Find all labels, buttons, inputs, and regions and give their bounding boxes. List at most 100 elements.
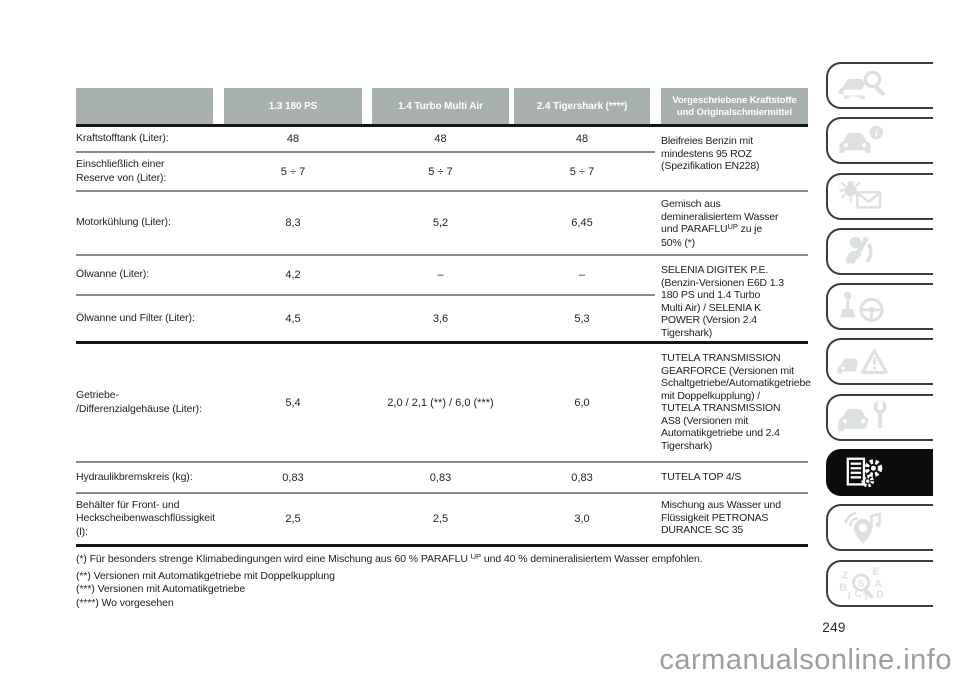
- row-value: 5 ÷ 7: [428, 165, 453, 178]
- sidebar-tab-starting-driving[interactable]: [826, 283, 933, 331]
- table-row: Motorkühlung (Liter): 8,3 5,2 6,45: [76, 192, 808, 254]
- car-info-icon: i: [839, 125, 883, 153]
- spec-sheet-gears-icon: [846, 457, 883, 487]
- sidebar-tab-technical-data[interactable]: [826, 449, 933, 497]
- row-value: 0,83: [571, 471, 593, 484]
- svg-text:B: B: [839, 583, 847, 594]
- superscript-up: UP: [727, 221, 738, 231]
- table-header-engine-2: 1.4 Turbo Multi Air: [372, 88, 509, 125]
- watermark: carmanualsonline.info: [659, 644, 952, 676]
- divider-thin: [76, 190, 808, 192]
- row-label: Behälter für Front- und Heckscheibenwasc…: [76, 498, 216, 538]
- table-row: Behälter für Front- und Heckscheibenwasc…: [76, 494, 808, 544]
- table-header-engine-1: 1.3 180 PS: [224, 88, 362, 125]
- table-header-empty: [76, 88, 213, 125]
- row-value: 5,3: [574, 312, 590, 325]
- seatbelt-person-icon: [845, 236, 873, 265]
- row-label: Ölwanne (Liter):: [76, 268, 150, 281]
- row-value: 48: [286, 133, 300, 145]
- sidebar-tab-vehicle-overview[interactable]: [826, 62, 933, 109]
- row-label: Getriebe- /Differenzialgehäuse (Liter):: [76, 389, 202, 415]
- table-row: Einschließlich einer Reserve von (Liter)…: [76, 153, 808, 190]
- superscript-up: UP: [470, 551, 482, 561]
- svg-text:I: I: [848, 591, 851, 602]
- table-header-engine-3: 2.4 Tigershark (****): [514, 88, 650, 125]
- svg-text:D: D: [876, 589, 884, 600]
- page-number: 249: [822, 620, 846, 635]
- row-value: 2,5: [285, 513, 301, 525]
- fluids-capacities-table: 1.3 180 PS 1.4 Turbo Multi Air 2.4 Tiger…: [76, 88, 816, 648]
- svg-text:T: T: [863, 592, 870, 602]
- row-value: 6,0: [574, 396, 590, 409]
- row-value: 6,45: [571, 217, 593, 229]
- row-value: 48: [575, 133, 589, 145]
- divider-thick: [76, 124, 808, 127]
- note-brake-fluid: TUTELA TOP 4/S: [661, 471, 742, 484]
- note-fuel: Bleifreies Benzin mit mindestens 95 ROZ …: [661, 135, 760, 172]
- footnote-2: (**) Versionen mit Automatikgetriebe mit…: [76, 570, 335, 583]
- sidebar-tab-warning-lights-messages[interactable]: [826, 172, 933, 220]
- row-value: 2,5: [432, 513, 449, 525]
- row-value: 8,3: [285, 217, 301, 229]
- table-row: Hydraulikbremskreis (kg): 0,83 0,83 0,83: [76, 463, 808, 492]
- row-value: –: [437, 269, 444, 281]
- svg-text:E: E: [873, 567, 880, 578]
- sidebar-tab-emergency[interactable]: [826, 338, 933, 386]
- divider-thick: [76, 544, 808, 547]
- sidebar-tab-alphabetical-index[interactable]: Z E B A I C T D S: [826, 559, 933, 607]
- row-value: 5 ÷ 7: [280, 165, 306, 178]
- table-row: Getriebe- /Differenzialgehäuse (Liter): …: [76, 344, 808, 461]
- row-label: Einschließlich einer Reserve von (Liter)…: [76, 158, 167, 184]
- divider-thin: [76, 254, 808, 256]
- footnote-1: (*) Für besonders strenge Klimabedingung…: [76, 551, 703, 566]
- row-value: 3,0: [574, 513, 590, 525]
- row-label: Motorkühlung (Liter):: [76, 216, 171, 229]
- svg-text:S: S: [858, 578, 864, 589]
- gearshift-steering-icon: [840, 291, 884, 322]
- svg-text:C: C: [854, 588, 862, 599]
- sidebar-tab-maintenance[interactable]: [826, 393, 933, 441]
- car-wrench-icon: [838, 400, 887, 432]
- row-label: Ölwanne und Filter (Liter):: [76, 311, 195, 324]
- divider-thin: [76, 151, 655, 153]
- footnote-4: (****) Wo vorgesehen: [76, 596, 174, 609]
- row-value: 2,0 / 2,1 (**) / 6,0 (***): [387, 396, 494, 409]
- table-row: Kraftstofftank (Liter): 48 48 48: [76, 127, 808, 151]
- car-warning-triangle-icon: [837, 349, 888, 374]
- row-value: 48: [434, 133, 447, 145]
- footnotes: (*) Für besonders strenge Klimabedingung…: [76, 551, 821, 610]
- row-value: 0,83: [282, 471, 304, 484]
- car-search-icon: [838, 70, 886, 99]
- svg-text:i: i: [875, 128, 879, 139]
- sidebar-tab-dashboard-info[interactable]: i: [826, 117, 933, 165]
- svg-text:A: A: [874, 579, 882, 590]
- row-value: –: [578, 269, 586, 281]
- divider-thick: [76, 341, 808, 344]
- divider-thin: [76, 492, 808, 494]
- row-value: 4,5: [285, 312, 301, 325]
- sidebar-tab-multimedia[interactable]: [826, 504, 933, 552]
- table-row: Ölwanne und Filter (Liter): 4,5 3,6 5,3: [76, 296, 808, 341]
- note-engine-oil: SELENIA DIGITEK P.E. (Benzin-Versionen E…: [661, 264, 784, 339]
- letters-magnifier-icon: Z E B A I C T D S: [839, 567, 884, 603]
- divider-thin: [76, 294, 655, 296]
- chapter-tab-sidebar: i: [826, 62, 933, 615]
- row-value: 5,2: [432, 217, 449, 229]
- music-waves-icon: [844, 511, 881, 545]
- note-coolant: Gemisch aus demineralisiertem Wasser und…: [661, 198, 779, 249]
- row-value: 3,6: [432, 312, 449, 325]
- svg-text:Z: Z: [842, 570, 849, 581]
- row-label: Hydraulikbremskreis (kg):: [76, 470, 193, 483]
- row-value: 0,83: [429, 471, 452, 484]
- note-washer-fluid: Mischung aus Wasser und Flüssigkeit PETR…: [661, 499, 781, 536]
- row-value: 5 ÷ 7: [569, 165, 595, 178]
- row-value: 5,4: [285, 396, 301, 409]
- sidebar-tab-safety[interactable]: [826, 227, 933, 275]
- row-value: 4,2: [285, 269, 301, 281]
- table-row: Ölwanne (Liter): 4,2 – –: [76, 256, 808, 294]
- note-gearbox: TUTELA TRANSMISSION GEARFORCE (Versionen…: [661, 352, 811, 452]
- warning-light-message-icon: [839, 181, 882, 209]
- row-label: Kraftstofftank (Liter):: [76, 132, 169, 145]
- table-header-fluids: Vorgeschriebene Kraftstoffe und Original…: [661, 88, 808, 125]
